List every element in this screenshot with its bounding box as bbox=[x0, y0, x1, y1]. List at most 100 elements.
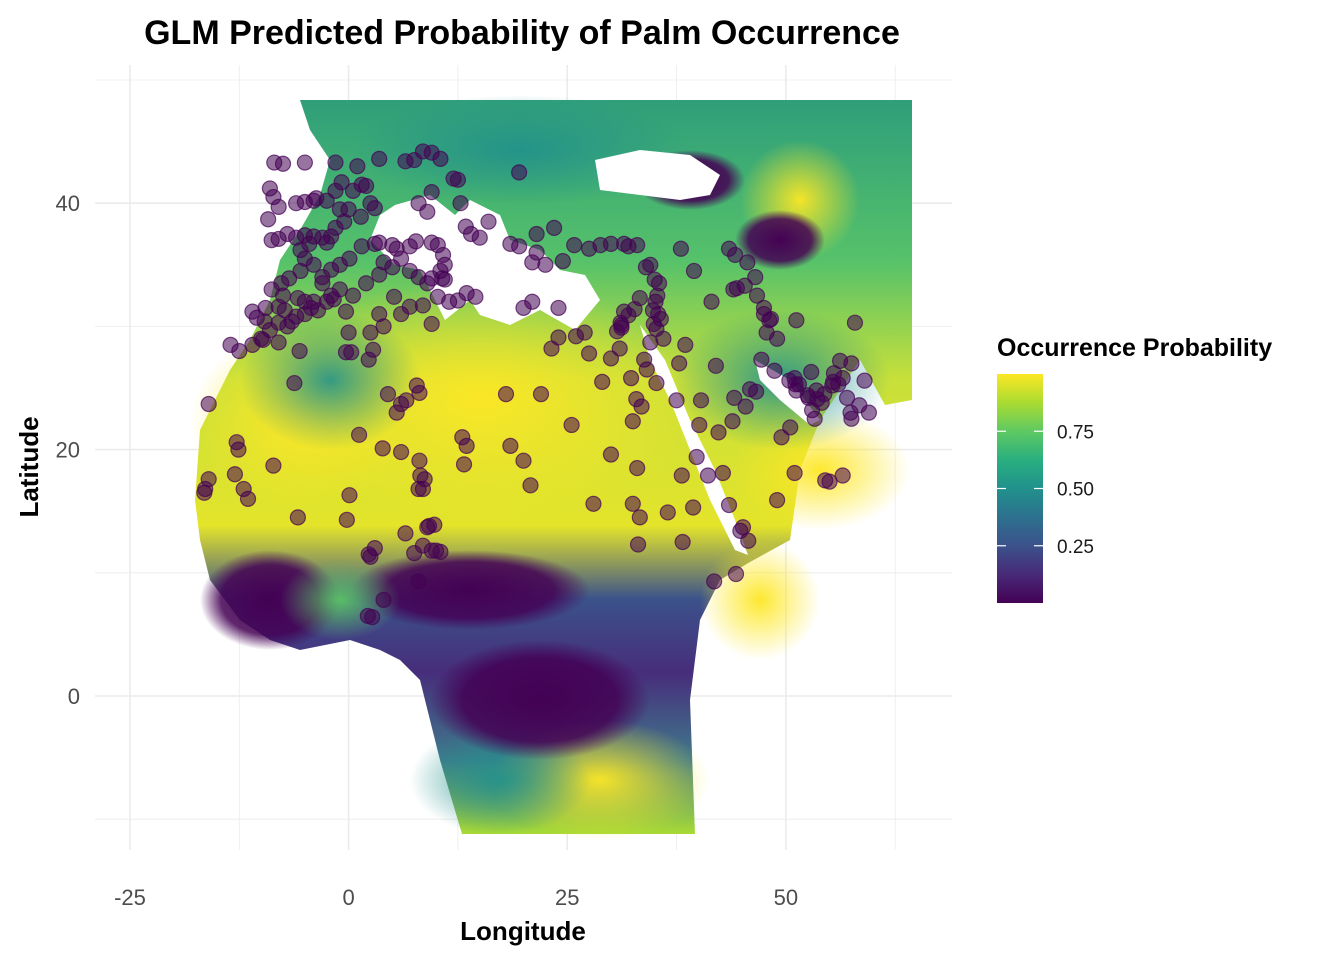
occurrence-point bbox=[860, 404, 878, 421]
occurrence-point bbox=[762, 310, 780, 328]
occurrence-point bbox=[753, 351, 770, 368]
occurrence-point bbox=[226, 466, 244, 483]
occurrence-point bbox=[747, 269, 764, 286]
occurrence-point bbox=[624, 495, 641, 512]
occurrence-point bbox=[314, 275, 331, 292]
occurrence-point bbox=[283, 313, 300, 330]
occurrence-point bbox=[727, 565, 745, 583]
occurrence-point bbox=[580, 345, 598, 362]
occurrence-point bbox=[787, 376, 804, 393]
occurrence-point bbox=[602, 350, 620, 367]
occurrence-point bbox=[633, 398, 650, 415]
occurrence-point bbox=[286, 374, 303, 392]
occurrence-point bbox=[341, 487, 358, 504]
occurrence-point bbox=[550, 299, 567, 317]
occurrence-point bbox=[423, 184, 440, 201]
occurrence-point bbox=[333, 174, 350, 191]
occurrence-point bbox=[806, 410, 823, 427]
occurrence-points bbox=[196, 143, 878, 626]
occurrence-point bbox=[343, 344, 360, 361]
occurrence-point bbox=[412, 467, 429, 484]
x-tick-label: -25 bbox=[114, 885, 146, 910]
occurrence-point bbox=[707, 357, 724, 374]
occurrence-point bbox=[710, 424, 727, 441]
occurrence-point bbox=[685, 499, 702, 516]
occurrence-point bbox=[537, 256, 554, 273]
occurrence-point bbox=[296, 154, 313, 171]
occurrence-point bbox=[502, 437, 519, 455]
x-tick-label: 50 bbox=[774, 885, 798, 910]
x-tick-label: 25 bbox=[555, 885, 579, 910]
occurrence-point bbox=[364, 609, 381, 626]
occurrence-point bbox=[349, 158, 366, 175]
occurrence-point bbox=[344, 287, 362, 304]
legend-title: Occurrence Probability bbox=[997, 334, 1272, 362]
occurrence-point bbox=[432, 543, 449, 560]
occurrence-point bbox=[567, 328, 585, 345]
occurrence-point bbox=[338, 511, 355, 528]
occurrence-point bbox=[546, 219, 563, 236]
occurrence-point bbox=[594, 373, 611, 390]
occurrence-point bbox=[706, 573, 723, 590]
occurrence-point bbox=[480, 213, 497, 230]
y-axis-title: Latitude bbox=[14, 416, 44, 517]
occurrence-point bbox=[419, 203, 436, 220]
occurrence-point bbox=[652, 310, 669, 328]
occurrence-point bbox=[638, 361, 655, 378]
occurrence-point bbox=[699, 467, 717, 484]
occurrence-point bbox=[325, 291, 342, 308]
occurrence-point bbox=[371, 234, 388, 251]
occurrence-point bbox=[626, 301, 643, 318]
chart-title: GLM Predicted Probability of Palm Occurr… bbox=[144, 14, 900, 52]
occurrence-point bbox=[357, 275, 375, 292]
occurrence-point bbox=[511, 164, 528, 181]
occurrence-point bbox=[457, 218, 474, 235]
occurrence-point bbox=[410, 480, 427, 498]
occurrence-point bbox=[528, 225, 545, 243]
occurrence-point bbox=[673, 467, 690, 484]
occurrence-point bbox=[357, 177, 375, 195]
occurrence-point bbox=[672, 240, 690, 257]
occurrence-point bbox=[856, 372, 873, 389]
occurrence-point bbox=[270, 198, 287, 215]
legend-tick-label: 0.25 bbox=[1057, 537, 1094, 558]
occurrence-point bbox=[263, 281, 280, 298]
occurrence-point bbox=[629, 459, 646, 477]
occurrence-point bbox=[786, 464, 803, 482]
legend: Occurrence Probability 0.25 0.50 0.75 bbox=[997, 334, 1272, 603]
occurrence-point bbox=[563, 416, 580, 434]
occurrence-point bbox=[467, 288, 484, 305]
occurrence-point bbox=[371, 266, 388, 283]
occurrence-point bbox=[411, 384, 428, 402]
occurrence-point bbox=[411, 452, 428, 469]
occurrence-point bbox=[449, 171, 467, 188]
occurrence-point bbox=[668, 392, 685, 409]
occurrence-point bbox=[773, 429, 790, 446]
occurrence-point bbox=[239, 490, 257, 507]
occurrence-point bbox=[352, 208, 369, 225]
occurrence-point bbox=[375, 591, 392, 609]
y-axis-ticks: 0 20 40 bbox=[56, 191, 80, 709]
occurrence-point bbox=[602, 446, 620, 463]
occurrence-point bbox=[677, 336, 694, 353]
occurrence-point bbox=[432, 150, 449, 167]
occurrence-point bbox=[289, 509, 306, 526]
occurrence-point bbox=[703, 293, 720, 310]
occurrence-point bbox=[274, 155, 292, 172]
occurrence-point bbox=[452, 195, 469, 212]
occurrence-point bbox=[522, 477, 539, 494]
occurrence-point bbox=[260, 211, 277, 228]
occurrence-point bbox=[471, 229, 488, 246]
occurrence-point bbox=[726, 389, 743, 406]
occurrence-point bbox=[622, 370, 640, 387]
occurrence-point bbox=[724, 413, 741, 430]
occurrence-point bbox=[410, 573, 427, 590]
occurrence-point bbox=[624, 413, 641, 430]
x-axis-title: Longitude bbox=[460, 916, 586, 946]
occurrence-point bbox=[429, 288, 446, 305]
occurrence-point bbox=[379, 386, 397, 403]
occurrence-point bbox=[629, 236, 646, 254]
occurrence-point bbox=[337, 303, 355, 320]
occurrence-point bbox=[642, 334, 659, 351]
